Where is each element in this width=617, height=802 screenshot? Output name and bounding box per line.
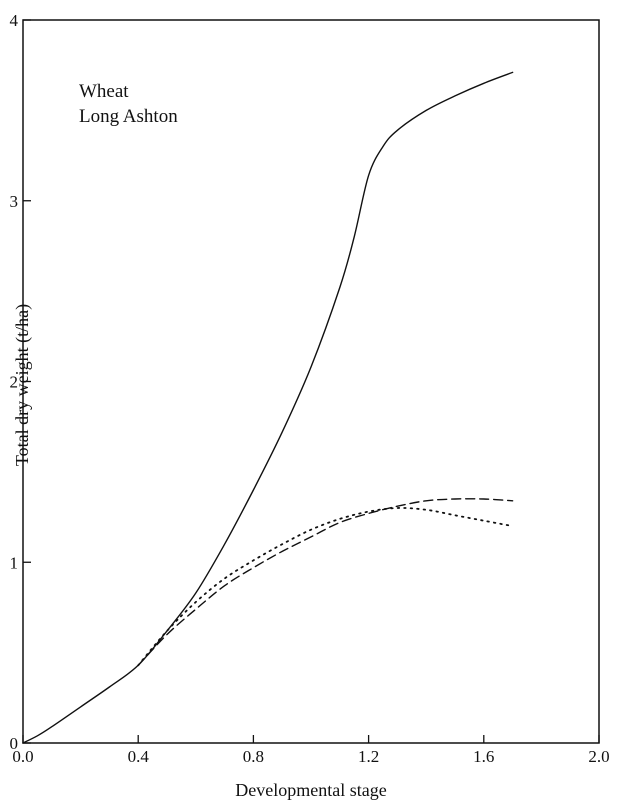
series-line-dashed (137, 498, 514, 666)
y-tick-label: 2 (10, 373, 19, 392)
x-tick-label: 0.0 (12, 747, 33, 766)
y-tick-label: 0 (10, 734, 19, 753)
y-axis-title: Total dry weight (t/ha) (12, 304, 33, 466)
axis-ticks: 0.0 0.4 0.8 1.2 1.6 2.0 0 1 2 3 4 (10, 11, 610, 766)
y-tick-label: 4 (10, 11, 19, 30)
annotation-crop: Wheat (79, 81, 129, 102)
plot-frame (22, 19, 600, 744)
y-tick-label: 3 (10, 192, 19, 211)
annotation-site: Long Ashton (79, 106, 178, 127)
x-tick-label: 1.2 (358, 747, 379, 766)
series-line-solid (22, 71, 514, 744)
x-tick-label: 0.4 (128, 747, 150, 766)
series-line-dotted (137, 507, 514, 667)
x-tick-label: 0.8 (243, 747, 264, 766)
x-tick-label: 1.6 (473, 747, 494, 766)
y-tick-label: 1 (10, 553, 19, 572)
x-tick-label: 2.0 (588, 747, 609, 766)
x-axis-title: Developmental stage (235, 780, 386, 800)
series-group (22, 71, 514, 744)
